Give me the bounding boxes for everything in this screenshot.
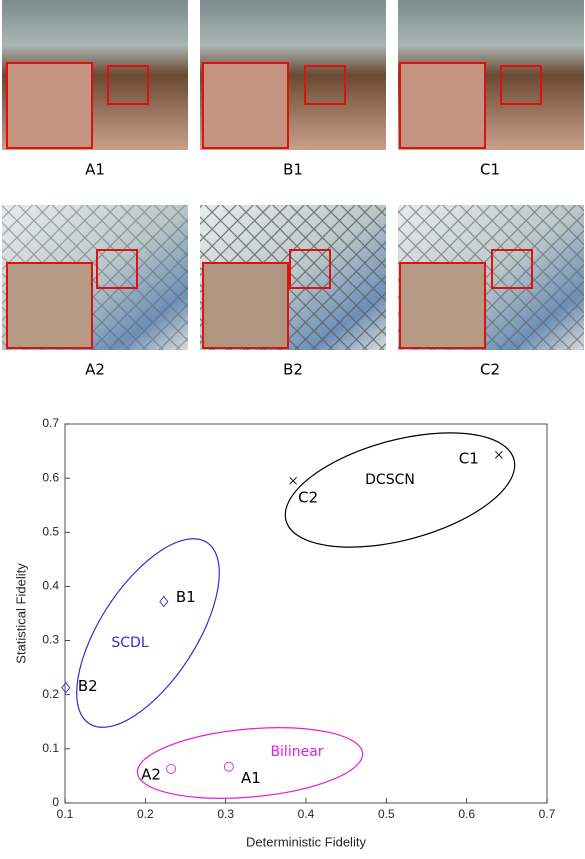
image <box>200 205 386 350</box>
x-tick-label: 0.6 <box>458 807 475 821</box>
group-label: Bilinear <box>270 744 323 760</box>
point-label: A1 <box>241 769 261 787</box>
image <box>398 205 584 350</box>
image <box>2 205 188 350</box>
x-tick-label: 0.1 <box>57 807 74 821</box>
x-tick-label: 0.2 <box>137 807 154 821</box>
y-tick-label: 0.7 <box>42 416 59 430</box>
x-tick-label: 0.4 <box>298 807 315 821</box>
point-label: B2 <box>78 677 98 695</box>
y-tick-label: 0.1 <box>42 741 59 755</box>
image <box>2 0 188 150</box>
x-tick-label: 0.5 <box>378 807 395 821</box>
y-tick-label: 0.4 <box>42 579 59 593</box>
image-caption: A1 <box>85 161 105 179</box>
point-label: C1 <box>459 449 479 467</box>
y-tick-label: 0.6 <box>42 470 59 484</box>
point-label: C2 <box>298 488 318 506</box>
y-tick-label: 0.2 <box>42 687 59 701</box>
image <box>398 0 584 150</box>
image-caption: C2 <box>480 361 500 379</box>
group-label: DCSCN <box>365 472 415 488</box>
image <box>200 0 386 150</box>
figure: A1B1C1A2B2C20.10.20.30.40.50.60.700.10.2… <box>0 0 585 854</box>
point-label: A2 <box>141 765 161 783</box>
point-label: B1 <box>176 588 196 606</box>
x-axis-label: Deterministic Fidelity <box>246 834 366 849</box>
x-tick-label: 0.7 <box>539 807 556 821</box>
y-tick-label: 0.5 <box>42 524 59 538</box>
image-caption: B1 <box>283 161 303 179</box>
image-caption: C1 <box>480 161 500 179</box>
y-axis-label: Statistical Fidelity <box>13 563 28 664</box>
y-tick-label: 0.3 <box>42 633 59 647</box>
image-caption: A2 <box>85 361 105 379</box>
y-tick-label: 0 <box>52 795 59 809</box>
group-label: SCDL <box>111 635 148 651</box>
x-tick-label: 0.3 <box>217 807 234 821</box>
image-caption: B2 <box>283 361 303 379</box>
